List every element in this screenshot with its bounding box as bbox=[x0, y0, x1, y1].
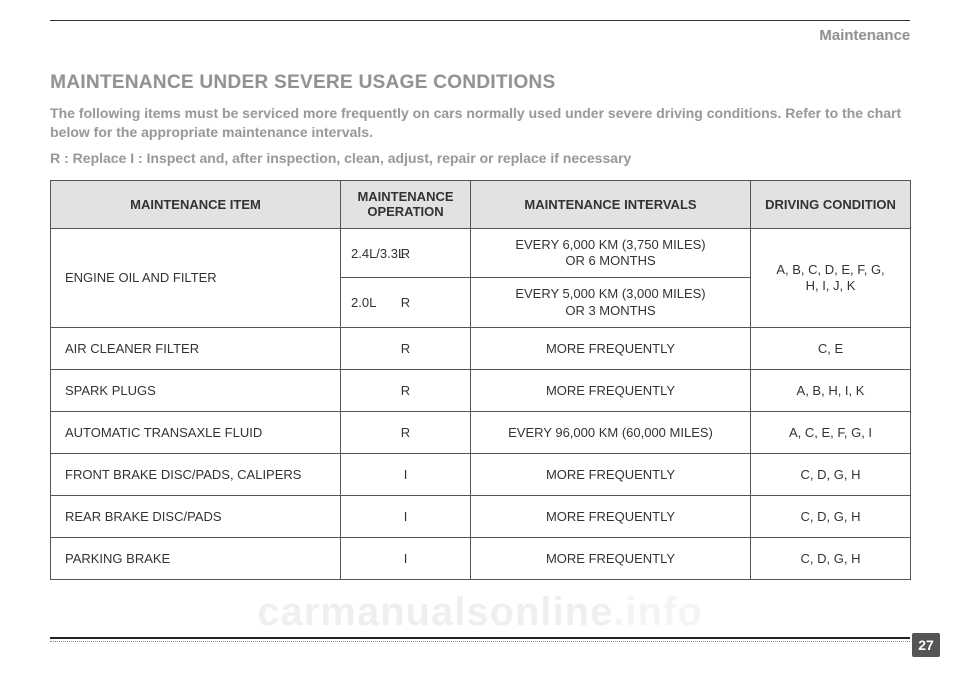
th-intervals: MAINTENANCE INTERVALS bbox=[471, 180, 751, 228]
interval-line2: OR 6 MONTHS bbox=[565, 253, 655, 268]
cell-condition: C, E bbox=[751, 327, 911, 369]
watermark: carmanualsonline.info bbox=[0, 590, 960, 635]
interval-line2: OR 3 MONTHS bbox=[565, 303, 655, 318]
cell-interval: EVERY 96,000 KM (60,000 MILES) bbox=[471, 411, 751, 453]
table-row: AUTOMATIC TRANSAXLE FLUID R EVERY 96,000… bbox=[51, 411, 911, 453]
page-title: MAINTENANCE UNDER SEVERE USAGE CONDITION… bbox=[50, 72, 910, 94]
cell-item: PARKING BRAKE bbox=[51, 537, 341, 579]
cell-interval: MORE FREQUENTLY bbox=[471, 537, 751, 579]
cell-condition: A, B, H, I, K bbox=[751, 369, 911, 411]
cell-operation: I bbox=[341, 453, 471, 495]
cell-condition: A, C, E, F, G, I bbox=[751, 411, 911, 453]
footer: 27 bbox=[0, 637, 960, 659]
cell-item: SPARK PLUGS bbox=[51, 369, 341, 411]
cell-condition: C, D, G, H bbox=[751, 495, 911, 537]
th-item: MAINTENANCE ITEM bbox=[51, 180, 341, 228]
watermark-tld: .info bbox=[613, 590, 702, 634]
condition-line1: A, B, C, D, E, F, G, bbox=[776, 262, 884, 277]
manual-page: Maintenance MAINTENANCE UNDER SEVERE USA… bbox=[0, 0, 960, 677]
table-row: REAR BRAKE DISC/PADS I MORE FREQUENTLY C… bbox=[51, 495, 911, 537]
cell-operation: R bbox=[341, 411, 471, 453]
footer-rule-dotted bbox=[50, 641, 910, 642]
cell-item: AUTOMATIC TRANSAXLE FLUID bbox=[51, 411, 341, 453]
cell-item: AIR CLEANER FILTER bbox=[51, 327, 341, 369]
footer-rule bbox=[50, 637, 910, 639]
cell-interval: MORE FREQUENTLY bbox=[471, 495, 751, 537]
cell-item: FRONT BRAKE DISC/PADS, CALIPERS bbox=[51, 453, 341, 495]
cell-interval: EVERY 6,000 KM (3,750 MILES) OR 6 MONTHS bbox=[471, 228, 751, 278]
interval-line1: EVERY 6,000 KM (3,750 MILES) bbox=[515, 237, 705, 252]
interval-line1: EVERY 5,000 KM (3,000 MILES) bbox=[515, 286, 705, 301]
table-row: FRONT BRAKE DISC/PADS, CALIPERS I MORE F… bbox=[51, 453, 911, 495]
cell-interval: MORE FREQUENTLY bbox=[471, 327, 751, 369]
cell-interval: MORE FREQUENTLY bbox=[471, 453, 751, 495]
cell-condition: C, D, G, H bbox=[751, 537, 911, 579]
cell-operation: I bbox=[341, 495, 471, 537]
cell-operation: I bbox=[341, 537, 471, 579]
cell-condition: A, B, C, D, E, F, G, H, I, J, K bbox=[751, 228, 911, 327]
table-header-row: MAINTENANCE ITEM MAINTENANCE OPERATION M… bbox=[51, 180, 911, 228]
legend-text: R : Replace I : Inspect and, after inspe… bbox=[50, 150, 910, 166]
th-operation: MAINTENANCE OPERATION bbox=[341, 180, 471, 228]
cell-item: ENGINE OIL AND FILTER bbox=[51, 228, 341, 327]
table-row: PARKING BRAKE I MORE FREQUENTLY C, D, G,… bbox=[51, 537, 911, 579]
table-row: SPARK PLUGS R MORE FREQUENTLY A, B, H, I… bbox=[51, 369, 911, 411]
cell-item: REAR BRAKE DISC/PADS bbox=[51, 495, 341, 537]
condition-line2: H, I, J, K bbox=[806, 278, 856, 293]
cell-interval: EVERY 5,000 KM (3,000 MILES) OR 3 MONTHS bbox=[471, 278, 751, 328]
cell-operation: R bbox=[341, 369, 471, 411]
cell-operation: R bbox=[341, 327, 471, 369]
th-condition: DRIVING CONDITION bbox=[751, 180, 911, 228]
top-rule bbox=[50, 20, 910, 21]
cell-condition: C, D, G, H bbox=[751, 453, 911, 495]
table-row: ENGINE OIL AND FILTER 2.4L/3.3L R EVERY … bbox=[51, 228, 911, 278]
table-row: AIR CLEANER FILTER R MORE FREQUENTLY C, … bbox=[51, 327, 911, 369]
maintenance-table: MAINTENANCE ITEM MAINTENANCE OPERATION M… bbox=[50, 180, 911, 580]
section-label: Maintenance bbox=[50, 27, 910, 44]
intro-paragraph: The following items must be serviced mor… bbox=[50, 104, 910, 142]
cell-interval: MORE FREQUENTLY bbox=[471, 369, 751, 411]
watermark-main: carmanualsonline bbox=[257, 590, 613, 634]
page-number: 27 bbox=[912, 633, 940, 657]
